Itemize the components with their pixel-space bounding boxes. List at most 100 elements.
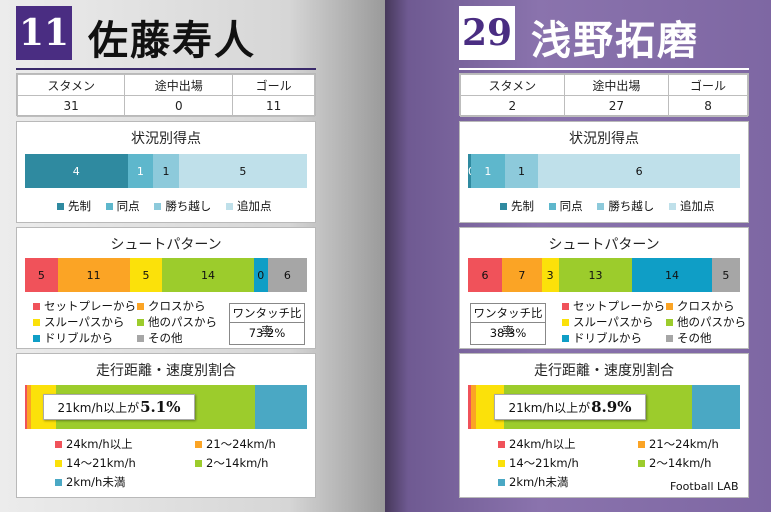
- legend-label: スルーパスから: [44, 315, 125, 329]
- legend-label: 21〜24km/h: [649, 437, 719, 451]
- legend-label: 他のパスから: [677, 315, 746, 329]
- goal-legend: 先制 同点 勝ち越し 追加点: [57, 198, 282, 214]
- legend-label: 同点: [116, 199, 140, 213]
- player-page-right: 29 浅野拓磨 スタメン 途中出場 ゴール 2 27 8 状況別得点 0 1 1…: [385, 0, 771, 512]
- panel-title: シュートパターン: [110, 237, 222, 253]
- stat-value: 27: [563, 95, 670, 117]
- fast-run-callout: 21km/h以上が 8.9%: [494, 394, 646, 420]
- stat-header: ゴール: [668, 74, 748, 96]
- shoot-legend: セットプレーから クロスから スルーパスから 他のパスから ドリブルから その他: [33, 298, 227, 346]
- run-seg: [468, 385, 471, 429]
- goal-seg-kachikoshi: 1: [153, 154, 179, 188]
- goal-bar: 4 1 1 5: [25, 154, 308, 188]
- legend-label: 24km/h以上: [509, 437, 576, 451]
- goal-seg-senkou: 0: [468, 154, 471, 188]
- legend-label: 先制: [511, 199, 534, 213]
- shoot-seg: 6: [267, 258, 308, 292]
- shoot-seg: 14: [632, 258, 712, 292]
- legend-label: 14〜21km/h: [509, 456, 579, 470]
- stat-value: 2: [460, 95, 565, 117]
- stat-value: 31: [16, 95, 126, 117]
- goal-legend: 先制 同点 勝ち越し 追加点: [500, 198, 725, 214]
- footballlab-credit: Football LAB: [670, 480, 739, 493]
- shoot-bar: 6 7 3 13 14 5: [468, 258, 740, 292]
- shoot-seg: 3: [541, 258, 559, 292]
- goal-seg-douten: 1: [127, 154, 154, 188]
- stat-header: スタメン: [460, 74, 565, 96]
- stat-header: 途中出場: [563, 74, 670, 96]
- running-panel: 走行距離・速度別割合 21km/h以上が 5.1% 24km/h以上 21〜24k…: [16, 353, 316, 498]
- legend-label: クロスから: [677, 299, 735, 313]
- shoot-seg: 6: [468, 258, 502, 292]
- goal-seg-tsuika: 5: [178, 154, 308, 188]
- run-seg: [692, 385, 740, 429]
- legend-label: ドリブルから: [573, 331, 642, 345]
- shoot-seg: 0: [253, 258, 268, 292]
- stat-value: 8: [668, 95, 748, 117]
- legend-label: スルーパスから: [573, 315, 654, 329]
- legend-label: セットプレーから: [44, 299, 136, 313]
- stat-header: スタメン: [16, 74, 126, 96]
- stat-value: 0: [124, 95, 234, 117]
- legend-label: 2km/h未満: [66, 475, 126, 489]
- goal-situation-panel: 状況別得点 4 1 1 5 先制 同点 勝ち越し 追加点: [16, 121, 316, 223]
- callout-label: 21km/h以上が: [57, 400, 140, 415]
- shoot-seg: 5: [129, 258, 163, 292]
- run-seg: [254, 385, 307, 429]
- legend-label: 勝ち越し: [165, 199, 212, 213]
- one-touch-ratio: ワンタッチ比率 73.2%: [229, 303, 305, 345]
- shoot-legend: セットプレーから クロスから スルーパスから 他のパスから ドリブルから その他: [562, 298, 750, 346]
- callout-label: 21km/h以上が: [508, 400, 591, 415]
- panel-title: 状況別得点: [131, 131, 201, 147]
- legend-label: クロスから: [148, 299, 206, 313]
- legend-label: 2〜14km/h: [649, 456, 712, 470]
- running-panel: 走行距離・速度別割合 21km/h以上が 8.9% 24km/h以上 21〜24k…: [459, 353, 749, 498]
- run-seg: [470, 385, 477, 429]
- legend-label: その他: [677, 331, 712, 345]
- shoot-seg: 7: [502, 258, 542, 292]
- shoot-pattern-panel: シュートパターン 5 11 5 14 0 6 セットプレーから クロスから スル…: [16, 227, 316, 349]
- run-legend: 24km/h以上 21〜24km/h 14〜21km/h 2〜14km/h 2k…: [498, 436, 748, 490]
- goal-situation-panel: 状況別得点 0 1 1 6 先制 同点 勝ち越し 追加点: [459, 121, 749, 223]
- legend-label: 21〜24km/h: [206, 437, 276, 451]
- legend-label: ドリブルから: [44, 331, 113, 345]
- shoot-pattern-panel: シュートパターン 6 7 3 13 14 5 ワンタッチ比率 38.3% セット…: [459, 227, 749, 349]
- legend-label: セットプレーから: [573, 299, 665, 313]
- ratio-value: 73.2%: [248, 326, 286, 340]
- run-seg: [26, 385, 31, 429]
- legend-label: 先制: [68, 199, 91, 213]
- one-touch-ratio: ワンタッチ比率 38.3%: [470, 303, 546, 345]
- appearance-stats: スタメン 途中出場 ゴール 2 27 8: [459, 73, 749, 117]
- goal-bar: 0 1 1 6: [468, 154, 740, 188]
- legend-label: その他: [148, 331, 183, 345]
- panel-title: 走行距離・速度別割合: [534, 363, 674, 379]
- shoot-seg: 14: [162, 258, 254, 292]
- legend-label: 2km/h未満: [509, 475, 569, 489]
- shoot-bar: 5 11 5 14 0 6: [25, 258, 308, 292]
- goal-seg-douten: 1: [471, 154, 505, 188]
- legend-label: 勝ち越し: [608, 199, 655, 213]
- run-seg: [25, 385, 27, 429]
- shoot-seg: 5: [711, 258, 740, 292]
- legend-label: 他のパスから: [148, 315, 217, 329]
- player-page-left: 11 佐藤寿人 スタメン 途中出場 ゴール 31 0 11 状況別得点 4 1 …: [0, 0, 385, 512]
- legend-label: 同点: [559, 199, 583, 213]
- player-name: 浅野拓磨: [531, 18, 699, 64]
- callout-value: 8.9%: [591, 398, 632, 416]
- legend-label: 14〜21km/h: [66, 456, 136, 470]
- stat-header: ゴール: [232, 74, 315, 96]
- stat-header: 途中出場: [124, 74, 234, 96]
- legend-label: 2〜14km/h: [206, 456, 269, 470]
- player-name: 佐藤寿人: [88, 18, 256, 64]
- name-underline: [16, 68, 316, 70]
- legend-label: 追加点: [679, 199, 715, 213]
- shoot-seg: 11: [57, 258, 130, 292]
- shoot-seg: 5: [25, 258, 58, 292]
- appearance-stats: スタメン 途中出場 ゴール 31 0 11: [16, 73, 316, 117]
- shoot-seg: 13: [558, 258, 633, 292]
- fast-run-callout: 21km/h以上が 5.1%: [43, 394, 195, 420]
- run-legend: 24km/h以上 21〜24km/h 14〜21km/h 2〜14km/h 2k…: [55, 436, 305, 490]
- player-number: 11: [16, 6, 72, 60]
- ratio-value: 38.3%: [489, 326, 527, 340]
- ratio-label: ワンタッチ比率: [471, 304, 545, 338]
